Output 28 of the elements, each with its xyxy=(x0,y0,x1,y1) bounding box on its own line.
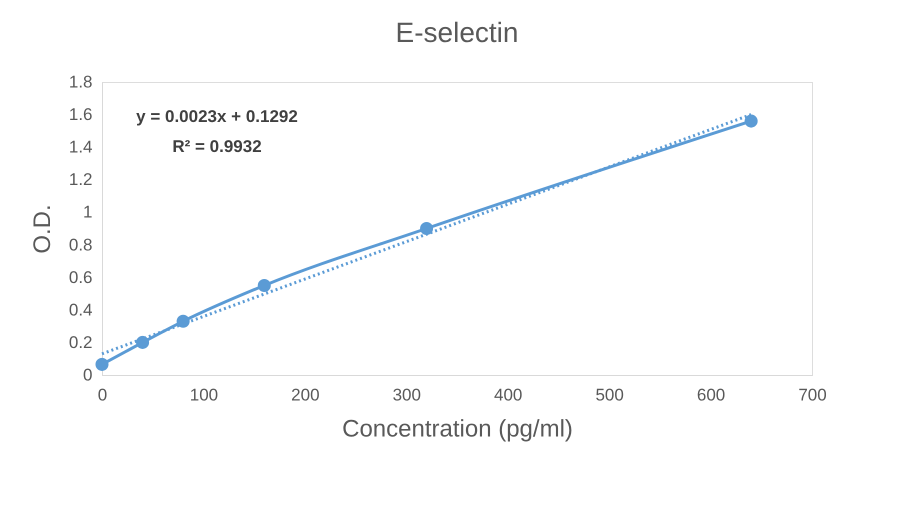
point xyxy=(95,358,109,371)
y-tick-label: 0.6 xyxy=(68,268,92,287)
y-tick-label: 1 xyxy=(83,202,92,222)
y-axis-title: O.D. xyxy=(28,204,56,254)
annotation: y = 0.0023x + 0.1292 xyxy=(136,107,298,126)
point xyxy=(744,114,758,128)
y-tick-label: 1.4 xyxy=(68,138,92,157)
x-tick-label: 600 xyxy=(696,386,726,404)
point xyxy=(258,278,271,292)
y-tick-label: 1.8 xyxy=(68,72,92,92)
x-tick-label: 500 xyxy=(595,386,624,404)
y-tick-label: 1.6 xyxy=(68,105,92,124)
x-tick-label: 700 xyxy=(798,386,827,404)
point xyxy=(420,222,434,236)
y-tick-label: 0.2 xyxy=(68,332,92,352)
annotation: R² = 0.9932 xyxy=(172,137,262,156)
y-tick-label: 0 xyxy=(83,366,92,384)
y-tick-label: 0.4 xyxy=(68,300,92,320)
y-tick-label: 0.8 xyxy=(68,235,92,254)
x-tick-label: 0 xyxy=(98,386,108,404)
x-tick-label: 100 xyxy=(190,386,218,404)
x-tick-label: 400 xyxy=(494,386,522,404)
point xyxy=(136,336,150,349)
x-axis-title: Concentration (pg/ml) xyxy=(342,416,573,442)
x-tick-label: 300 xyxy=(392,386,421,404)
y-tick-label: 1.2 xyxy=(68,170,92,190)
x-tick-label: 200 xyxy=(291,386,320,404)
chart-title: E-selectin xyxy=(396,17,518,48)
